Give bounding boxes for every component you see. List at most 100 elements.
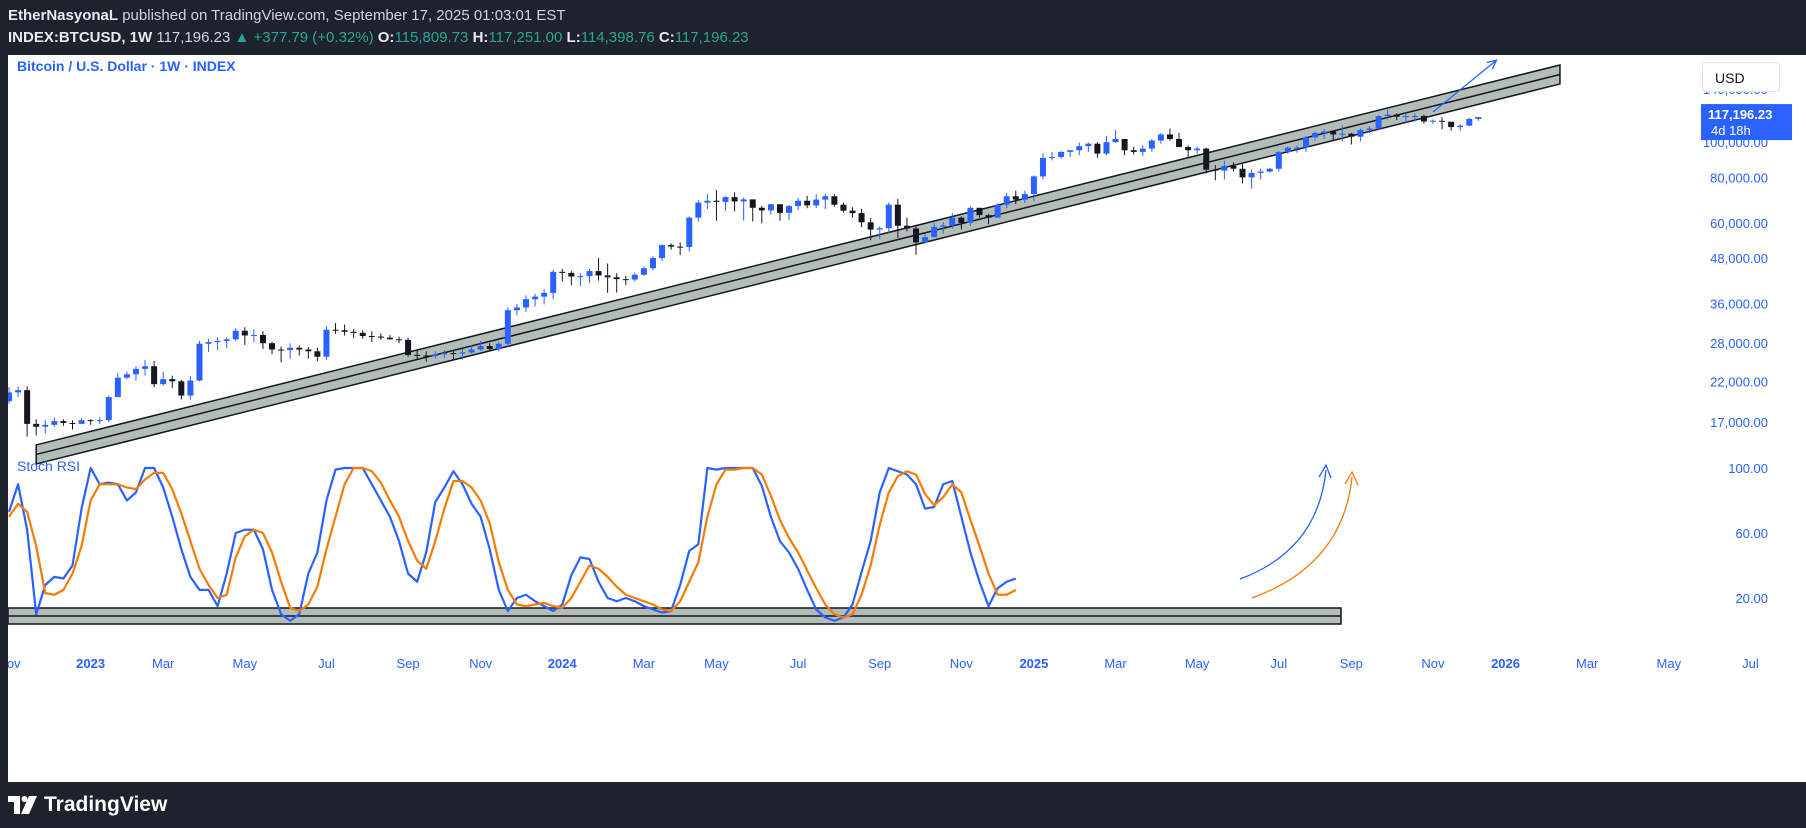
brand-name: TradingView	[44, 793, 168, 816]
candle-body	[1384, 114, 1391, 117]
candle-body	[1221, 165, 1228, 171]
candle-body	[831, 196, 838, 205]
candle-body	[377, 336, 384, 338]
candle-body	[1030, 176, 1037, 195]
candle-body	[922, 237, 929, 243]
time-axis-tick: 2025	[1019, 656, 1048, 671]
price-axis-tick: 22,000.00	[1710, 374, 1768, 389]
candle-body	[296, 347, 303, 350]
close-label: C:	[658, 29, 675, 46]
candle-body	[1248, 172, 1255, 178]
candle-body	[758, 207, 765, 211]
stoch-title: Stoch RSI	[17, 458, 80, 474]
candle-body	[722, 197, 729, 202]
candle-body	[913, 228, 919, 243]
time-axis-tick: Nov	[8, 656, 21, 671]
candle-body	[786, 206, 793, 213]
candle-body	[414, 354, 421, 356]
currency-selector[interactable]: USD	[1702, 62, 1780, 92]
candle-body	[96, 420, 103, 422]
candle-body	[649, 258, 656, 269]
candle-body	[985, 215, 992, 218]
candle-body	[1293, 147, 1300, 149]
candle-body	[767, 204, 774, 211]
candle-body	[586, 271, 593, 277]
time-axis-tick: Jul	[1270, 656, 1287, 671]
candle-body	[368, 336, 375, 338]
stoch-d-projection	[1251, 476, 1353, 599]
last-price: 117,196.23	[156, 29, 231, 46]
candle-body	[858, 213, 865, 223]
price-axis-tick: 28,000.00	[1710, 336, 1768, 351]
time-axis-tick: Sep	[868, 656, 891, 671]
current-price-badge	[1701, 104, 1792, 141]
candle-body	[668, 245, 675, 247]
candle-body	[813, 199, 820, 206]
candle-body	[178, 381, 185, 396]
candle-body	[205, 342, 212, 344]
candle-body	[187, 380, 194, 396]
price-change: ▲ +377.79 (+0.32%)	[234, 29, 374, 46]
time-axis-tick: Mar	[1104, 656, 1127, 671]
candle-body	[876, 228, 883, 230]
candle-body	[1321, 131, 1328, 133]
chart-canvas[interactable]: Bitcoin / U.S. Dollar · 1W · INDEX140,00…	[8, 55, 1806, 782]
candle-body	[196, 343, 203, 381]
candle-body	[822, 196, 829, 200]
chart-panel[interactable]: Bitcoin / U.S. Dollar · 1W · INDEX140,00…	[8, 55, 1806, 782]
candle-body	[287, 347, 294, 351]
stoch-d-projection-head	[1344, 470, 1359, 486]
candle-body	[1230, 165, 1237, 169]
candle-body	[1085, 143, 1092, 147]
candle-body	[1275, 151, 1282, 169]
candle-body	[550, 271, 557, 293]
candle-body	[1257, 171, 1264, 173]
stoch-k-line	[8, 466, 1017, 622]
candle-body	[532, 296, 539, 300]
candle-body	[1339, 133, 1346, 135]
candle-body	[559, 271, 566, 273]
candle-body	[804, 200, 811, 206]
candle-body	[1130, 150, 1137, 152]
candle-body	[386, 337, 393, 340]
author-name[interactable]: EtherNasyonaL	[8, 7, 119, 24]
candle-body	[1203, 148, 1210, 170]
time-axis-tick: May	[1657, 656, 1682, 671]
candle-body	[1049, 157, 1056, 159]
symbol-label: INDEX:BTCUSD, 1W	[8, 29, 153, 46]
candle-body	[495, 343, 502, 349]
candle-body	[314, 351, 321, 357]
candle-body	[114, 377, 121, 398]
candle-body	[1112, 139, 1119, 143]
candle-body	[1185, 146, 1192, 151]
candle-body	[522, 299, 529, 308]
candle-body	[350, 331, 357, 333]
time-axis-tick: 2026	[1491, 656, 1520, 671]
time-axis-tick: May	[233, 656, 258, 671]
candle-body	[513, 307, 520, 311]
time-axis-tick: Mar	[152, 656, 175, 671]
candle-body	[341, 330, 348, 332]
candle-body	[396, 339, 403, 341]
time-axis-tick: Nov	[950, 656, 974, 671]
candle-body	[1067, 150, 1074, 152]
candle-body	[241, 330, 248, 336]
symbol-info: INDEX:BTCUSD, 1W 117,196.23 ▲ +377.79 (+…	[8, 29, 749, 46]
candle-body	[323, 329, 330, 357]
open-label: O:	[377, 29, 395, 46]
candle-body	[269, 343, 276, 350]
stoch-axis-tick: 60.00	[1735, 526, 1768, 541]
candle-body	[1402, 116, 1409, 118]
candle-body	[686, 217, 693, 247]
candle-body	[132, 368, 139, 375]
candle-body	[359, 332, 366, 337]
candle-body	[1348, 133, 1355, 137]
stoch-axis-tick: 100.00	[1728, 461, 1768, 476]
high-label: H:	[472, 29, 489, 46]
candle-body	[1284, 147, 1291, 152]
candle-body	[51, 421, 58, 425]
time-axis-tick: Jul	[1742, 656, 1759, 671]
stoch-axis-tick: 20.00	[1735, 591, 1768, 606]
candle-body	[33, 423, 40, 427]
candle-body	[1439, 120, 1446, 122]
